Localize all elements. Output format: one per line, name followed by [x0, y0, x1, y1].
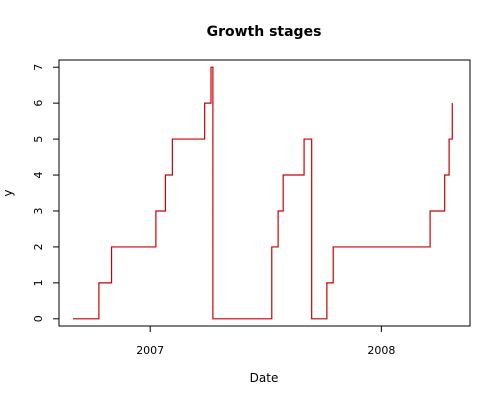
y-tick-label: 4: [32, 172, 45, 179]
series-line: [72, 66, 453, 320]
y-axis: 0 1 2 3 4 5 6 7: [32, 64, 59, 322]
y-tick-label: 1: [32, 279, 45, 286]
x-tick-label: 2008: [367, 344, 395, 357]
y-tick-label: 5: [32, 136, 45, 143]
x-axis: 2007 2008: [136, 326, 395, 357]
y-tick-label: 3: [32, 207, 45, 214]
y-tick-label: 2: [32, 243, 45, 250]
y-tick-label: 7: [32, 64, 45, 71]
x-axis-label: Date: [250, 371, 279, 385]
series-layer: [72, 66, 453, 320]
y-tick-label: 6: [32, 100, 45, 107]
chart-title: Growth stages: [207, 24, 322, 40]
y-axis-label: y: [1, 189, 15, 196]
plot-frame: [58, 59, 471, 327]
x-tick-label: 2007: [136, 344, 164, 357]
y-tick-label: 0: [32, 315, 45, 322]
